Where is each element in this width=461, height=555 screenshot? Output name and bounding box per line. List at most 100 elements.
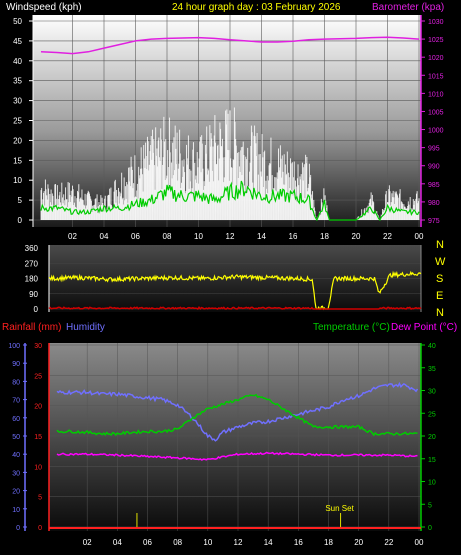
baro-y-tick-label: 1030: [428, 19, 444, 26]
wind-x-tick-label: 04: [100, 232, 109, 241]
wind-x-tick-label: 00: [415, 232, 424, 241]
wind-x-tick-label: 18: [320, 232, 329, 241]
wind-x-tick-label: 14: [257, 232, 266, 241]
humidity-y-tick-label: 0: [16, 525, 20, 532]
wind-x-tick-label: 22: [383, 232, 392, 241]
humidity-y-tick-label: 10: [12, 507, 20, 514]
wind-y-tick-label: 35: [13, 77, 22, 86]
temp-x-tick-label: 08: [173, 538, 182, 547]
direction-y-tick-label: 0: [34, 305, 39, 314]
wind-axis-title: Windspeed (kph): [6, 2, 82, 13]
baro-y-tick-label: 1000: [428, 128, 444, 135]
compass-n-bottom: N: [436, 307, 444, 319]
temp-y-tick-label: 20: [428, 434, 436, 441]
wind-x-tick-label: 10: [194, 232, 203, 241]
wind-y-tick-label: 40: [13, 57, 22, 66]
humidity-line: [56, 381, 419, 442]
humidity-y-tick-label: 70: [12, 398, 20, 405]
wind-x-tick-label: 06: [131, 232, 140, 241]
compass-e: E: [436, 290, 443, 302]
humidity-label: Humidity: [66, 322, 105, 333]
wind-y-tick-label: 45: [13, 37, 22, 46]
humidity-y-tick-label: 20: [12, 489, 20, 496]
baro-y-tick-label: 1025: [428, 37, 444, 44]
baro-y-tick-label: 985: [428, 182, 440, 189]
temp-y-tick-label: 30: [428, 389, 436, 396]
temperature-line: [56, 393, 418, 437]
wind-average-line: [40, 180, 420, 222]
rain-y-tick-label: 5: [38, 495, 42, 502]
temp-y-tick-label: 5: [428, 502, 432, 509]
baro-y-tick-label: 975: [428, 218, 440, 225]
baro-y-tick-label: 980: [428, 200, 440, 207]
wind-y-tick-label: 50: [13, 17, 22, 26]
temp-x-tick-label: 00: [415, 538, 424, 547]
temp-y-tick-label: 35: [428, 366, 436, 373]
rainfall-label: Rainfall (mm): [2, 322, 61, 333]
wind-direction-line: [48, 270, 422, 311]
temp-x-tick-label: 10: [203, 538, 212, 547]
temperature-label: Temperature (°C): [313, 322, 390, 333]
temp-x-tick-label: 02: [83, 538, 92, 547]
temp-x-tick-label: 12: [234, 538, 243, 547]
compass-n-top: N: [436, 239, 444, 251]
temp-y-tick-label: 15: [428, 457, 436, 464]
rain-y-tick-label: 30: [34, 343, 42, 350]
wind-y-tick-label: 0: [18, 216, 23, 225]
wind-x-tick-label: 20: [352, 232, 361, 241]
compass-s: S: [436, 273, 443, 285]
wind-low-line: [48, 306, 422, 311]
temp-y-tick-label: 40: [428, 343, 436, 350]
temp-x-tick-label: 22: [384, 538, 393, 547]
wind-y-tick-label: 10: [13, 176, 22, 185]
rain-y-tick-label: 15: [34, 434, 42, 441]
temp-x-tick-label: 14: [264, 538, 273, 547]
temp-x-tick-label: 18: [324, 538, 333, 547]
humidity-y-tick-label: 40: [12, 452, 20, 459]
temperature-panel: [49, 343, 421, 531]
humidity-y-tick-label: 60: [12, 416, 20, 423]
wind-y-tick-label: 20: [13, 136, 22, 145]
direction-y-tick-label: 360: [25, 244, 39, 253]
wind-x-tick-label: 16: [289, 232, 298, 241]
baro-y-tick-label: 1015: [428, 73, 444, 80]
temp-x-tick-label: 04: [113, 538, 122, 547]
humidity-y-tick-label: 80: [12, 379, 20, 386]
wind-y-tick-label: 5: [18, 196, 23, 205]
humidity-y-tick-label: 90: [12, 361, 20, 368]
wind-x-tick-label: 02: [68, 232, 77, 241]
baro-y-tick-label: 1020: [428, 55, 444, 62]
dewpoint-label: Dew Point (°C): [391, 322, 457, 333]
temp-x-tick-label: 16: [294, 538, 303, 547]
dewpoint-line: [56, 451, 418, 461]
temp-x-tick-label: 06: [143, 538, 152, 547]
direction-y-tick-label: 90: [29, 290, 38, 299]
temp-x-tick-label: 20: [354, 538, 363, 547]
sunset-annotation: Sun Set: [325, 504, 354, 513]
baro-y-tick-label: 995: [428, 146, 440, 153]
wind-x-tick-label: 12: [226, 232, 235, 241]
humidity-y-tick-label: 100: [8, 343, 20, 350]
humidity-y-tick-label: 50: [12, 434, 20, 441]
rain-y-tick-label: 10: [34, 464, 42, 471]
direction-y-tick-label: 270: [25, 259, 39, 268]
temp-y-tick-label: 0: [428, 525, 432, 532]
temp-y-tick-label: 10: [428, 480, 436, 487]
rain-y-tick-label: 0: [38, 525, 42, 532]
baro-y-tick-label: 990: [428, 164, 440, 171]
wind-y-tick-label: 30: [13, 97, 22, 106]
humidity-y-tick-label: 30: [12, 470, 20, 477]
rain-y-tick-label: 20: [34, 404, 42, 411]
chart-date-title: 24 hour graph day : 03 February 2026: [172, 2, 341, 13]
baro-y-tick-label: 1005: [428, 109, 444, 116]
rain-y-tick-label: 25: [34, 373, 42, 380]
baro-axis-title: Barometer (kpa): [372, 2, 444, 13]
barometer-line: [40, 36, 420, 55]
wind-y-tick-label: 15: [13, 156, 22, 165]
temp-y-tick-label: 25: [428, 411, 436, 418]
compass-w: W: [435, 256, 446, 268]
wind-y-tick-label: 25: [13, 117, 22, 126]
direction-y-tick-label: 180: [25, 275, 39, 284]
